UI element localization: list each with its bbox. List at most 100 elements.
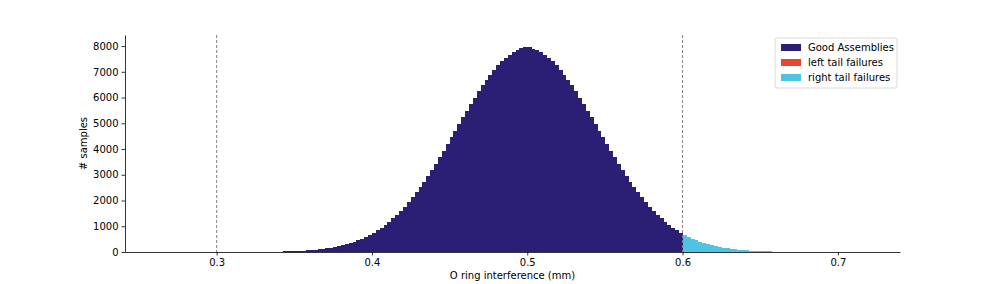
histogram-bar [329, 248, 333, 252]
histogram-bar [574, 91, 578, 252]
tick-mark [122, 72, 126, 73]
histogram-bar [570, 85, 574, 252]
histogram-bar [519, 48, 523, 252]
histogram-bar [360, 239, 364, 252]
histogram-bar [694, 240, 698, 252]
histogram-bar [314, 250, 318, 252]
tick-label: 8000 [93, 41, 118, 52]
series-bars [271, 47, 683, 252]
tick: 1000 [93, 221, 125, 232]
histogram-bar [512, 52, 516, 252]
y-axis-title: # samples [78, 117, 89, 170]
histogram-bar [601, 137, 605, 252]
tick-label: 0.6 [675, 257, 691, 268]
histogram-bar [644, 202, 648, 252]
histogram-bar [399, 211, 403, 252]
histogram-bar [318, 249, 322, 252]
histogram-bar [589, 117, 593, 252]
histogram-bar [718, 247, 722, 252]
histogram-bar [426, 176, 430, 252]
histogram-bar [508, 55, 512, 252]
histogram-bar [504, 58, 508, 252]
tick: 0.7 [830, 252, 846, 268]
histogram-bar [430, 170, 434, 252]
histogram-bar [756, 251, 760, 252]
histogram-bar [465, 111, 469, 252]
histogram-bar [306, 250, 310, 252]
histogram-bar [473, 98, 477, 252]
tick-label: 0.7 [830, 257, 846, 268]
histogram-bar [283, 251, 287, 252]
histogram-bar [275, 251, 279, 252]
histogram-bar [597, 131, 601, 252]
legend-swatch [781, 59, 801, 66]
histogram-bar [446, 144, 450, 252]
histogram-bar [698, 242, 702, 252]
histogram-bar [593, 124, 597, 252]
legend-frame [775, 38, 897, 88]
histogram-bar [279, 251, 283, 252]
histogram-bar [745, 250, 749, 252]
histogram-bar [302, 251, 306, 252]
histogram-bar [632, 187, 636, 252]
histogram-bar [780, 251, 784, 252]
histogram-bar [554, 65, 558, 252]
histogram-bar [613, 157, 617, 252]
histogram-bar [481, 85, 485, 252]
histogram-bar [419, 187, 423, 252]
histogram-bar [345, 244, 349, 252]
histogram-bar [706, 244, 710, 252]
histogram-bar [356, 240, 360, 252]
histogram-bar [729, 249, 733, 252]
histogram-bar [760, 251, 764, 252]
tick: 7000 [93, 67, 125, 78]
tick-mark [838, 252, 839, 256]
tick-mark [122, 201, 126, 202]
histogram-bar [310, 250, 314, 252]
tick-mark [683, 252, 684, 256]
tick-label: 0.4 [364, 257, 380, 268]
histogram-bar [667, 225, 671, 252]
legend-label: Good Assemblies [808, 42, 894, 53]
tick-label: 2000 [93, 195, 118, 206]
histogram-bar [500, 61, 504, 252]
histogram-bar [535, 50, 539, 252]
histogram-bar [321, 249, 325, 252]
histogram-bar [287, 251, 291, 252]
legend-swatch [781, 44, 801, 51]
histogram-bar [411, 197, 415, 252]
legend: Good Assembliesleft tail failuresright t… [775, 38, 897, 88]
histogram-bar [407, 202, 411, 252]
tick: 0.3 [209, 252, 225, 268]
series-bars [683, 235, 784, 252]
tick-label: 6000 [93, 92, 118, 103]
tick-label: 1000 [93, 221, 118, 232]
histogram-bar [485, 80, 489, 252]
tick: 2000 [93, 195, 125, 206]
histogram-bar [387, 222, 391, 252]
histogram-bar [640, 197, 644, 252]
histogram-bar [710, 245, 714, 252]
histogram-bar [620, 170, 624, 252]
histogram-bar [496, 65, 500, 252]
histogram-bar [364, 237, 368, 252]
histogram-bar [453, 131, 457, 252]
tick: 4000 [93, 144, 125, 155]
histogram-bar [337, 246, 341, 252]
histogram-bar [415, 192, 419, 252]
tick: 3000 [93, 169, 125, 180]
axis-line [126, 252, 901, 253]
histogram-bar [395, 215, 399, 252]
histogram-bar [547, 58, 551, 252]
histogram-bar [372, 233, 376, 252]
tick-mark [122, 98, 126, 99]
legend-label: left tail failures [808, 57, 883, 68]
histogram-bar [477, 91, 481, 252]
y-axis: 010002000300040005000600070008000 [93, 36, 125, 258]
tick-label: 3000 [93, 169, 118, 180]
tick-mark [122, 149, 126, 150]
histogram-bar [659, 218, 663, 252]
histogram-bar [368, 235, 372, 252]
x-axis: 0.30.40.50.60.7 [126, 252, 901, 268]
histogram-bar [675, 230, 679, 252]
